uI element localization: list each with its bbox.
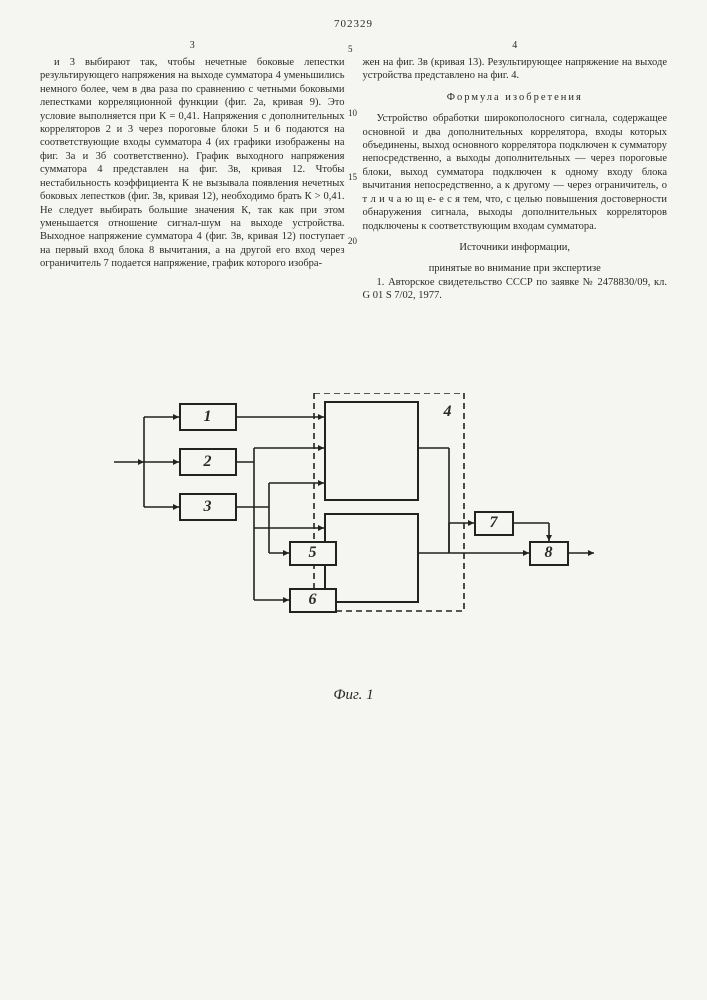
left-column: 3 и 3 выбирают так, чтобы нечетные боков…	[40, 40, 345, 303]
formula-text: Устройство обработки широкополосного сиг…	[363, 112, 668, 233]
line-mark: 15	[348, 173, 357, 182]
left-column-text: и 3 выбирают так, чтобы нечетные боковые…	[40, 56, 345, 271]
block-7: 7	[474, 511, 514, 536]
block-8: 8	[529, 541, 569, 566]
block-4-upper	[324, 401, 419, 501]
block-4-label: 4	[444, 403, 452, 421]
line-mark: 10	[348, 109, 357, 118]
block-3: 3	[179, 493, 237, 521]
block-5: 5	[289, 541, 337, 566]
doc-number: 702329	[40, 18, 667, 30]
sources-heading: Источники информации,	[363, 241, 668, 254]
block-4-lower	[324, 513, 419, 603]
block-diagram: 1 2 3 4 5 6 7 8	[114, 393, 594, 683]
right-text-continuation: жен на фиг. 3в (кривая 13). Результирующ…	[363, 56, 668, 83]
sources-text: 1. Авторское свидетельство СССР по заявк…	[363, 276, 668, 303]
figure-caption: Фиг. 1	[40, 687, 667, 704]
formula-heading: Формула изобретения	[363, 91, 668, 104]
sources-subheading: принятые во внимание при экспертизе	[363, 262, 668, 275]
line-mark: 20	[348, 237, 357, 246]
line-mark: 5	[348, 45, 357, 54]
right-col-number: 4	[363, 40, 668, 53]
block-2: 2	[179, 448, 237, 476]
line-number-markers: 5 10 15 20	[348, 45, 357, 301]
left-col-number: 3	[40, 40, 345, 53]
block-1: 1	[179, 403, 237, 431]
right-column: 4 жен на фиг. 3в (кривая 13). Результиру…	[363, 40, 668, 303]
block-6: 6	[289, 588, 337, 613]
